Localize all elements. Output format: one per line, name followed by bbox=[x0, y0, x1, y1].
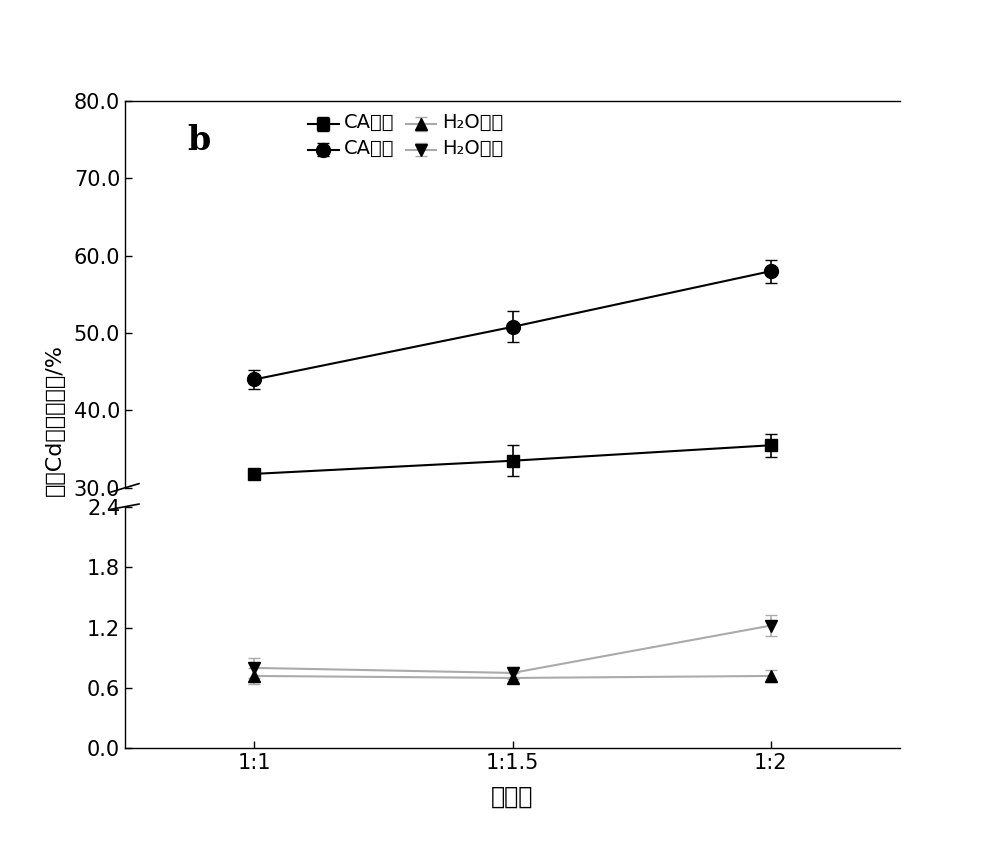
Text: b: b bbox=[187, 124, 210, 157]
X-axis label: 固液比: 固液比 bbox=[491, 785, 534, 808]
Text: 土壹Cd增溶去除率/%: 土壹Cd增溶去除率/% bbox=[45, 345, 65, 496]
Legend: CA静置, CA振荡, H₂O静置, H₂O振荡: CA静置, CA振荡, H₂O静置, H₂O振荡 bbox=[302, 108, 509, 164]
